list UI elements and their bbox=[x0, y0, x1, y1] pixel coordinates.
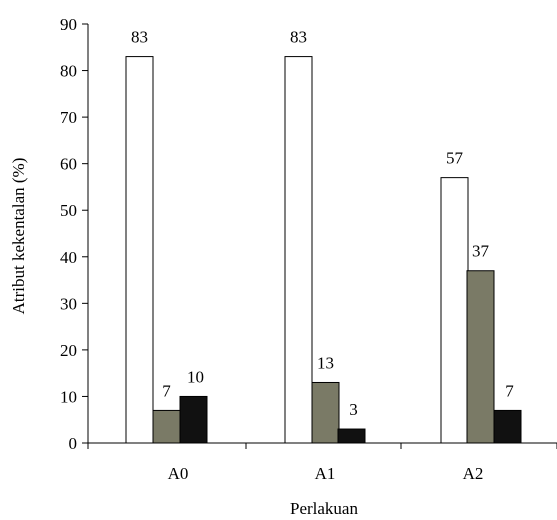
data-labels: 83 7 10 83 13 3 57 37 7 bbox=[131, 28, 514, 419]
bar-A0-0 bbox=[125, 56, 154, 444]
y-tick-label: 10 bbox=[60, 387, 77, 406]
y-tick-label: 80 bbox=[60, 62, 77, 81]
x-tick-label: A0 bbox=[168, 464, 189, 483]
y-tick-label: 90 bbox=[60, 15, 77, 34]
bar-A0-1 bbox=[152, 409, 181, 444]
x-tick-label: A2 bbox=[463, 464, 484, 483]
x-tick-label: A1 bbox=[315, 464, 336, 483]
x-axis-label: Perlakuan bbox=[290, 499, 358, 518]
y-axis-label: Atribut kekentalan (%) bbox=[9, 158, 28, 315]
data-label: 10 bbox=[187, 367, 204, 386]
bars bbox=[125, 56, 522, 444]
y-tick-label: 70 bbox=[60, 108, 77, 127]
bar-A1-2 bbox=[337, 428, 366, 444]
bar-A1-1 bbox=[311, 381, 340, 444]
data-label: 57 bbox=[446, 149, 464, 168]
x-axis-ticks: A0 A1 A2 bbox=[87, 443, 557, 483]
y-tick-label: 60 bbox=[60, 155, 77, 174]
data-label: 3 bbox=[349, 400, 358, 419]
y-tick-label: 0 bbox=[69, 434, 78, 453]
data-label: 7 bbox=[162, 381, 171, 400]
data-label: 13 bbox=[317, 353, 334, 372]
y-tick-label: 20 bbox=[60, 341, 77, 360]
data-label: 7 bbox=[505, 381, 514, 400]
y-tick-label: 50 bbox=[60, 201, 77, 220]
data-label: 83 bbox=[131, 28, 148, 47]
bar-A2-1 bbox=[466, 270, 495, 444]
data-label: 37 bbox=[472, 242, 490, 261]
y-axis-ticks: 0 10 20 30 40 50 60 70 80 90 bbox=[60, 15, 88, 453]
y-tick-label: 30 bbox=[60, 294, 77, 313]
y-tick-label: 40 bbox=[60, 248, 77, 267]
bar-A2-0 bbox=[440, 177, 469, 444]
bar-A1-0 bbox=[284, 56, 313, 444]
bar-A2-2 bbox=[493, 409, 522, 444]
data-label: 83 bbox=[290, 28, 307, 47]
bar-A0-2 bbox=[179, 395, 208, 444]
